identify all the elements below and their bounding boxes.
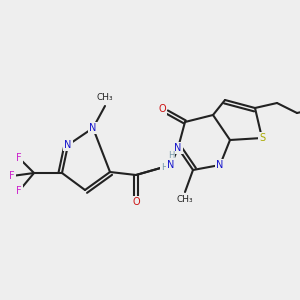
- Text: O: O: [132, 197, 140, 207]
- Text: CH₃: CH₃: [97, 94, 113, 103]
- Text: F: F: [9, 171, 15, 181]
- Text: N: N: [216, 160, 224, 170]
- Text: H: H: [168, 151, 174, 160]
- Text: H: H: [160, 163, 167, 172]
- Text: N: N: [174, 143, 182, 153]
- Text: F: F: [16, 153, 22, 163]
- Text: F: F: [16, 186, 22, 196]
- Text: S: S: [259, 133, 265, 143]
- Text: CH₃: CH₃: [177, 196, 193, 205]
- Text: O: O: [158, 104, 166, 114]
- Text: N: N: [64, 140, 72, 150]
- Text: N: N: [89, 123, 97, 133]
- Text: N: N: [167, 160, 175, 170]
